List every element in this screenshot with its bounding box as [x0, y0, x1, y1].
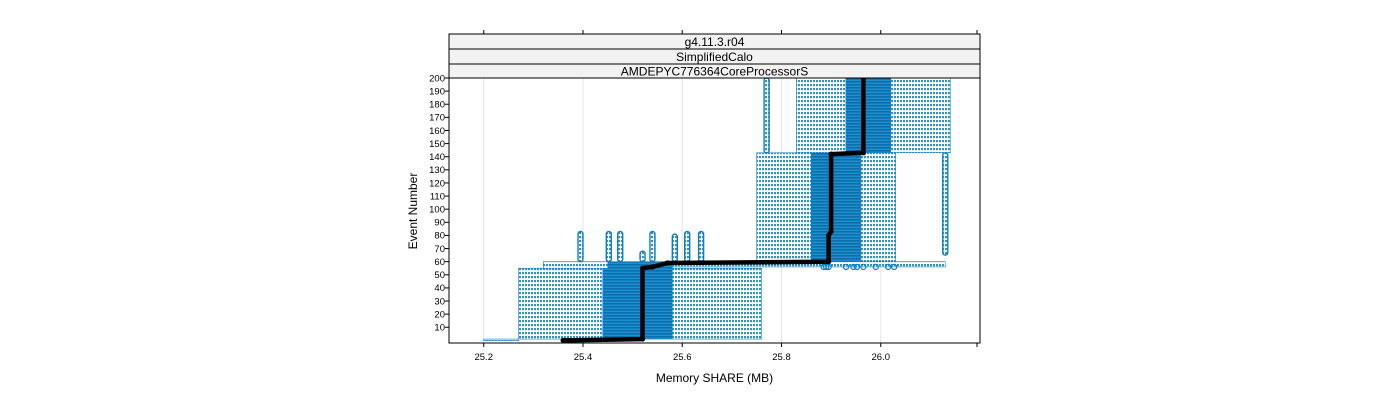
data-band [860, 152, 896, 262]
y-tick-label: 190 [429, 86, 445, 97]
data-spike [577, 230, 584, 263]
plot-panel [448, 77, 981, 344]
y-axis: 10 20 30 40 50 60 70 80 90 100 110 120 130 140 150 160 1… [429, 73, 449, 334]
data-point-outlier [822, 263, 830, 271]
y-tick-label: 160 [429, 126, 445, 137]
x-tick-label: 25.2 [474, 352, 493, 363]
y-tick-label: 40 [434, 283, 445, 294]
median-point [639, 336, 646, 342]
strip-label-2: SimplifiedCalo [676, 50, 753, 64]
data-marks [483, 78, 951, 343]
data-point-outlier [853, 263, 861, 271]
y-tick-label: 20 [434, 309, 445, 320]
x-tick-label: 25.4 [574, 352, 593, 363]
data-spike [639, 250, 646, 263]
data-band [796, 78, 847, 154]
y-tick-label: 80 [434, 231, 445, 242]
y-tick-label: 10 [434, 323, 445, 334]
data-spike [649, 230, 656, 263]
data-band [845, 78, 891, 154]
y-tick-label: 200 [429, 73, 445, 84]
data-band [672, 267, 762, 340]
median-point [560, 337, 566, 343]
y-tick-label: 140 [429, 152, 445, 163]
y-tick-label: 50 [434, 270, 445, 281]
data-band [602, 267, 673, 340]
x-axis: 25.2 25.4 25.6 25.8 26.0 [474, 30, 978, 363]
x-tick-label: 25.6 [673, 352, 692, 363]
median-point [860, 78, 866, 81]
median-point [828, 151, 834, 157]
median-point [828, 228, 834, 235]
panel-strips: g4.11.3.r04 SimplifiedCalo AMDEPYC776364… [448, 33, 981, 79]
y-tick-label: 90 [434, 218, 445, 229]
median-point [664, 260, 670, 266]
y-tick-label: 70 [434, 244, 445, 255]
data-spike [617, 230, 624, 263]
data-band [483, 338, 519, 341]
data-point-outlier [872, 263, 879, 271]
y-tick-label: 30 [434, 296, 445, 307]
data-spike [697, 230, 705, 263]
y-tick-label: 120 [429, 178, 445, 189]
y-tick-label: 170 [429, 113, 445, 124]
data-band [518, 267, 604, 340]
data-point-outlier [842, 263, 850, 271]
y-tick-label: 150 [429, 139, 445, 150]
x-tick-label: 26.0 [871, 352, 890, 363]
x-tick-label: 25.8 [772, 352, 791, 363]
data-spike [671, 233, 678, 263]
median-point [826, 232, 832, 239]
data-spike [684, 230, 691, 263]
strip-label-1: g4.11.3.r04 [685, 35, 745, 49]
y-tick-label: 110 [430, 191, 445, 202]
y-tick-label: 180 [429, 100, 445, 111]
data-band [890, 78, 951, 154]
data-point-outlier [884, 263, 892, 271]
y-tick-label: 130 [429, 165, 445, 176]
y-tick-label: 60 [434, 257, 445, 268]
data-point-outlier [890, 263, 898, 271]
strip-label-3: AMDEPYC776364CoreProcessorS [621, 65, 808, 79]
data-spike [605, 230, 612, 263]
data-spike [763, 78, 770, 154]
y-tick-label: 100 [429, 204, 445, 215]
data-point-outlier [850, 263, 857, 271]
x-axis-label: Memory SHARE (MB) [656, 371, 773, 385]
data-spike [942, 152, 949, 256]
median-point [826, 259, 832, 265]
y-axis-label: Event Number [406, 173, 420, 250]
median-point [639, 265, 646, 271]
data-point-outlier [860, 263, 867, 271]
data-band [810, 152, 862, 262]
median-point [860, 150, 866, 156]
median-point [649, 264, 656, 270]
data-band [756, 152, 812, 262]
data-band [542, 261, 609, 269]
data-point-outlier [825, 263, 832, 271]
